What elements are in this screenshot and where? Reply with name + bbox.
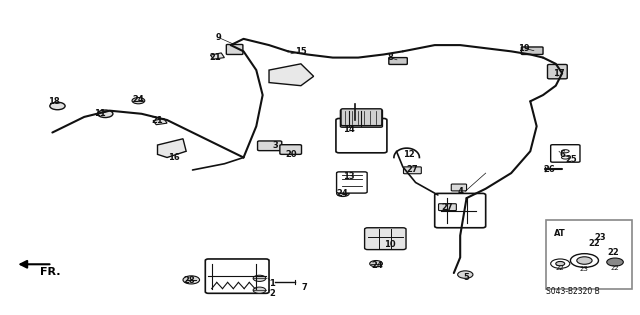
Ellipse shape xyxy=(561,150,569,153)
Text: 21: 21 xyxy=(209,53,221,62)
FancyBboxPatch shape xyxy=(451,184,467,191)
FancyBboxPatch shape xyxy=(547,65,567,79)
FancyBboxPatch shape xyxy=(205,259,269,293)
Polygon shape xyxy=(157,139,186,158)
FancyBboxPatch shape xyxy=(340,110,383,127)
Circle shape xyxy=(132,98,145,104)
Text: 22: 22 xyxy=(611,265,620,271)
Circle shape xyxy=(577,257,592,264)
Circle shape xyxy=(550,259,570,268)
Text: 25: 25 xyxy=(566,155,577,163)
Text: 24: 24 xyxy=(132,95,144,104)
Text: 22: 22 xyxy=(556,265,564,271)
Text: 17: 17 xyxy=(553,69,564,78)
Text: 9: 9 xyxy=(215,33,221,42)
Text: S043-B2320 B: S043-B2320 B xyxy=(546,288,600,296)
Text: 11: 11 xyxy=(94,109,106,118)
Polygon shape xyxy=(211,53,225,59)
Circle shape xyxy=(253,287,266,293)
Polygon shape xyxy=(153,118,167,125)
Text: 22: 22 xyxy=(588,239,600,248)
Circle shape xyxy=(370,261,383,267)
Circle shape xyxy=(253,275,266,281)
Circle shape xyxy=(458,271,473,278)
FancyBboxPatch shape xyxy=(438,204,456,211)
Text: 15: 15 xyxy=(295,47,307,56)
FancyBboxPatch shape xyxy=(403,167,421,174)
Circle shape xyxy=(337,190,349,197)
Text: 12: 12 xyxy=(403,150,415,159)
Circle shape xyxy=(50,102,65,110)
FancyBboxPatch shape xyxy=(257,141,282,151)
FancyBboxPatch shape xyxy=(280,145,301,154)
Text: 13: 13 xyxy=(343,172,355,181)
Text: 27: 27 xyxy=(406,165,418,175)
FancyBboxPatch shape xyxy=(435,193,486,228)
FancyBboxPatch shape xyxy=(389,58,407,65)
Circle shape xyxy=(98,110,113,117)
Text: 8: 8 xyxy=(387,53,393,62)
Text: 24: 24 xyxy=(337,189,348,198)
Bar xyxy=(546,220,632,289)
Text: 3: 3 xyxy=(273,140,278,150)
Text: 20: 20 xyxy=(285,150,297,159)
Text: 22: 22 xyxy=(607,248,619,257)
FancyBboxPatch shape xyxy=(336,118,387,153)
Circle shape xyxy=(607,258,623,266)
Polygon shape xyxy=(269,64,314,86)
Text: 26: 26 xyxy=(543,165,556,175)
Text: 16: 16 xyxy=(168,153,179,162)
FancyBboxPatch shape xyxy=(337,172,367,193)
Text: 14: 14 xyxy=(343,125,355,134)
Text: 23: 23 xyxy=(580,266,589,272)
Text: 24: 24 xyxy=(371,261,383,270)
Text: 6: 6 xyxy=(559,150,565,159)
Text: 23: 23 xyxy=(595,232,606,242)
FancyBboxPatch shape xyxy=(365,228,406,249)
Text: 28: 28 xyxy=(184,276,195,285)
Text: AT: AT xyxy=(554,229,566,238)
Text: 21: 21 xyxy=(152,116,163,124)
Circle shape xyxy=(556,261,564,266)
FancyBboxPatch shape xyxy=(341,109,382,126)
FancyBboxPatch shape xyxy=(227,44,243,54)
Circle shape xyxy=(183,276,200,284)
Circle shape xyxy=(570,254,598,267)
Text: 5: 5 xyxy=(463,273,470,282)
FancyBboxPatch shape xyxy=(550,145,580,162)
Text: 19: 19 xyxy=(518,44,530,53)
FancyBboxPatch shape xyxy=(522,47,543,54)
Text: 10: 10 xyxy=(384,240,396,249)
Text: 4: 4 xyxy=(457,187,463,196)
Text: 18: 18 xyxy=(48,97,60,106)
Text: 1: 1 xyxy=(269,279,275,289)
Text: 7: 7 xyxy=(301,283,307,292)
Text: 27: 27 xyxy=(442,203,453,212)
Text: FR.: FR. xyxy=(40,267,60,277)
Text: 2: 2 xyxy=(269,289,275,298)
Ellipse shape xyxy=(561,156,569,159)
